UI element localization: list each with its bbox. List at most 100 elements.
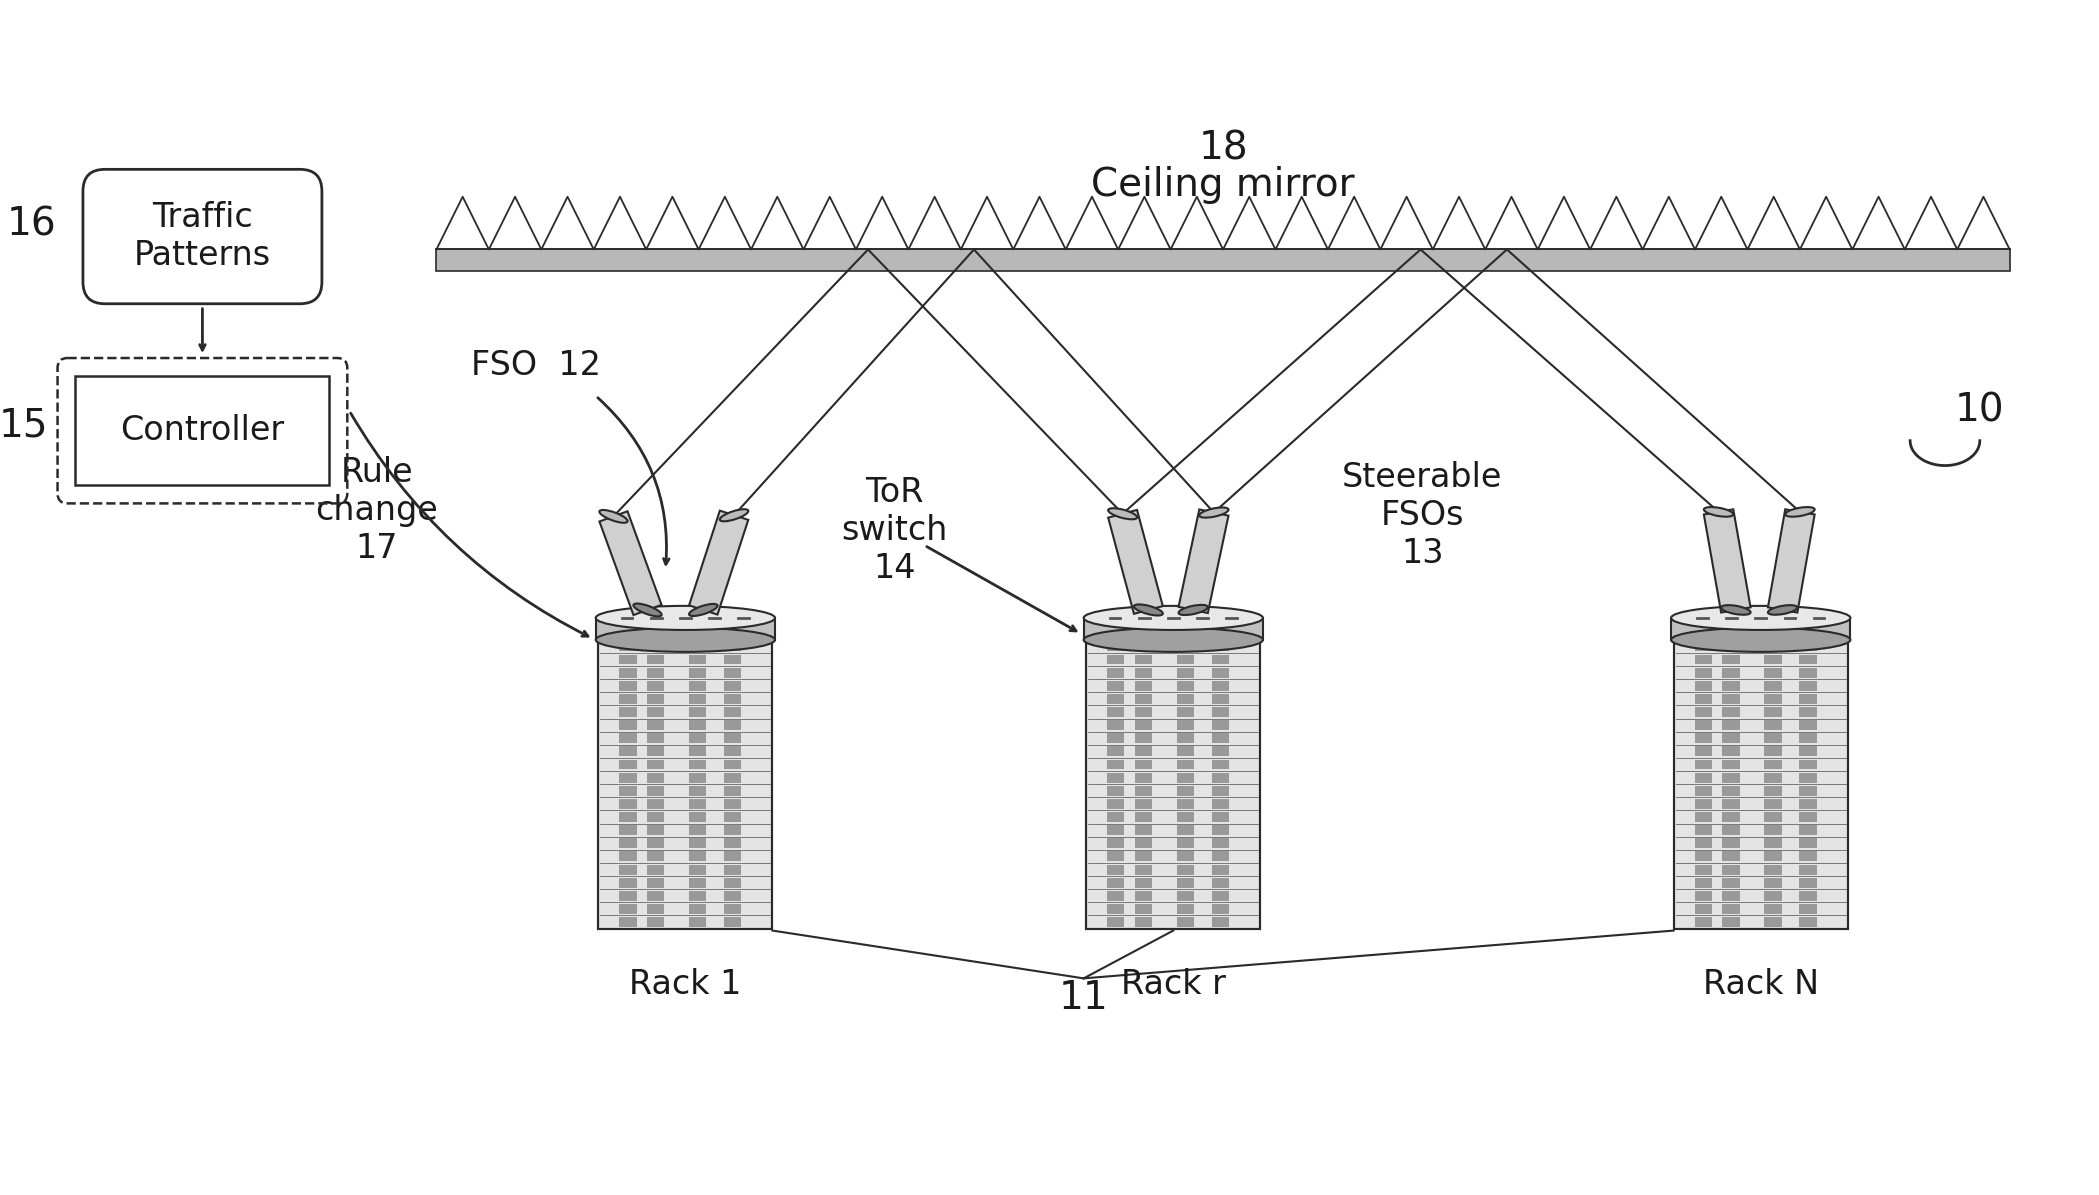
Ellipse shape [1704, 507, 1734, 516]
Bar [1694, 903, 1713, 914]
Bar [646, 799, 665, 809]
Bar [1106, 851, 1125, 862]
Bar [646, 747, 665, 756]
Bar [1178, 864, 1194, 875]
Text: ToR
switch
14: ToR switch 14 [842, 476, 947, 586]
Bar [1136, 838, 1152, 848]
Bar [688, 903, 705, 914]
Bar [1765, 694, 1782, 704]
Text: FSO  12: FSO 12 [470, 349, 600, 382]
Bar [646, 877, 665, 888]
Bar [724, 826, 741, 835]
Bar [1136, 903, 1152, 914]
Bar [1136, 826, 1152, 835]
Bar [688, 760, 705, 770]
Bar [1136, 877, 1152, 888]
Bar [1211, 668, 1230, 678]
Bar [1136, 734, 1152, 743]
Bar [1799, 917, 1816, 927]
Bar [1211, 786, 1230, 796]
Bar [688, 747, 705, 756]
Ellipse shape [1671, 627, 1851, 651]
Bar [1799, 890, 1816, 901]
Text: Rule
change
17: Rule change 17 [315, 455, 439, 565]
Bar [1694, 668, 1713, 678]
Bar [1211, 799, 1230, 809]
Bar [646, 864, 665, 875]
Bar [1211, 694, 1230, 704]
Bar [1136, 681, 1152, 691]
Bar [1723, 813, 1740, 822]
Bar [1178, 773, 1194, 783]
Bar [1211, 917, 1230, 927]
Bar [1723, 707, 1740, 717]
Bar [688, 773, 705, 783]
Bar [1799, 721, 1816, 730]
Bar [646, 786, 665, 796]
Ellipse shape [1083, 627, 1264, 651]
Bar [619, 747, 636, 756]
Bar [1178, 655, 1194, 664]
Bar [1211, 734, 1230, 743]
Bar [1799, 681, 1816, 691]
Bar [1799, 694, 1816, 704]
Bar [1694, 694, 1713, 704]
Bar [1106, 655, 1125, 664]
Bar [688, 851, 705, 862]
Bar [1211, 864, 1230, 875]
Bar [1765, 734, 1782, 743]
Bar [1136, 760, 1152, 770]
Bar [1211, 838, 1230, 848]
Bar [619, 786, 636, 796]
Text: 16: 16 [6, 206, 57, 244]
Bar [1765, 642, 1782, 651]
Bar [724, 851, 741, 862]
Bar [619, 681, 636, 691]
Bar [646, 707, 665, 717]
Bar [596, 618, 775, 639]
Bar [1799, 903, 1816, 914]
Bar [619, 734, 636, 743]
Bar [1799, 707, 1816, 717]
Bar [619, 877, 636, 888]
Polygon shape [1108, 510, 1163, 614]
Bar [1178, 668, 1194, 678]
Bar [688, 799, 705, 809]
Bar [437, 250, 2009, 271]
Bar [724, 903, 741, 914]
Text: 15: 15 [0, 406, 48, 445]
Bar [1106, 838, 1125, 848]
Bar [1799, 864, 1816, 875]
Bar [1085, 639, 1259, 929]
Bar [1136, 890, 1152, 901]
Bar [1694, 826, 1713, 835]
Text: Rack r: Rack r [1121, 968, 1226, 1001]
Bar [1178, 747, 1194, 756]
Bar [1211, 851, 1230, 862]
Bar [1799, 786, 1816, 796]
Bar [1106, 877, 1125, 888]
Ellipse shape [1108, 508, 1138, 520]
Bar [1765, 917, 1782, 927]
Bar [1211, 681, 1230, 691]
Bar [1799, 851, 1816, 862]
Bar [646, 826, 665, 835]
Bar [1178, 838, 1194, 848]
Bar [1765, 747, 1782, 756]
FancyBboxPatch shape [84, 170, 321, 304]
Bar [724, 760, 741, 770]
Bar [1723, 760, 1740, 770]
Bar [1106, 707, 1125, 717]
Bar [1136, 721, 1152, 730]
Bar [688, 668, 705, 678]
Bar [724, 668, 741, 678]
Bar [1178, 917, 1194, 927]
Bar [1765, 721, 1782, 730]
Ellipse shape [1671, 606, 1851, 630]
Bar [1211, 826, 1230, 835]
Bar [1799, 747, 1816, 756]
Ellipse shape [1133, 605, 1163, 615]
Ellipse shape [1083, 606, 1264, 630]
Bar [1799, 877, 1816, 888]
Bar [1083, 618, 1264, 639]
